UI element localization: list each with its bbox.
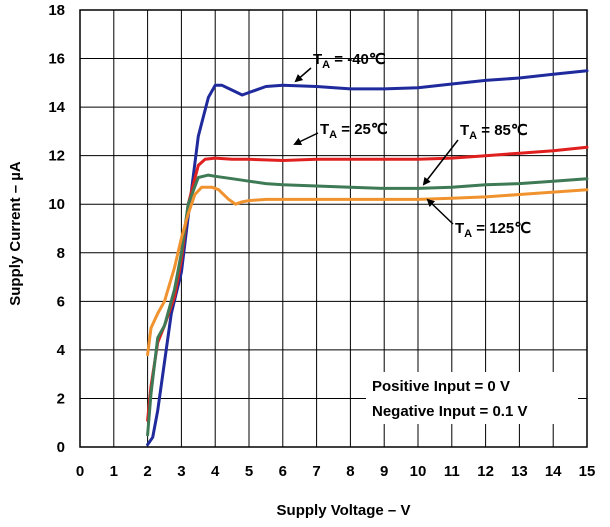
conditions-note: Positive Input = 0 V Negative Input = 0.… <box>366 372 578 424</box>
y-tick-label: 18 <box>48 2 65 19</box>
x-tick-label: 9 <box>380 463 388 480</box>
series-label-suffix: = 125℃ <box>472 220 531 237</box>
conditions-note-background <box>366 372 578 424</box>
x-tick-label: 2 <box>143 463 151 480</box>
series-label-suffix: = -40℃ <box>330 51 386 68</box>
series-label-3: TA = 125℃ <box>455 220 531 240</box>
series-label-suffix: = 85℃ <box>477 122 528 139</box>
x-tick-label: 12 <box>477 463 494 480</box>
series-label-subscript: A <box>464 228 472 240</box>
y-tick-label: 16 <box>48 51 65 68</box>
x-tick-label: 10 <box>410 463 427 480</box>
x-tick-label: 14 <box>545 463 562 480</box>
series-line-3 <box>146 185 589 357</box>
conditions-note-line-2: Negative Input = 0.1 V <box>372 403 527 420</box>
x-tick-label: 4 <box>211 463 220 480</box>
x-tick-label: 15 <box>579 463 596 480</box>
series-label-prefix: T <box>313 51 322 68</box>
y-tick-label: 6 <box>57 293 65 310</box>
y-tick-label: 8 <box>57 245 65 262</box>
series-label-prefix: T <box>320 121 329 138</box>
y-tick-label: 14 <box>48 99 65 116</box>
series-lines <box>146 69 589 447</box>
x-tick-label: 0 <box>76 463 84 480</box>
series-label-arrow <box>422 139 459 186</box>
series-label-prefix: T <box>455 220 464 237</box>
series-label-subscript: A <box>322 59 330 71</box>
y-tick-label: 12 <box>48 148 65 165</box>
plot-frame <box>79 9 588 448</box>
x-tick-label: 1 <box>110 463 118 480</box>
series-line-0 <box>146 69 589 447</box>
y-axis-title: Supply Current – µA <box>7 161 24 306</box>
x-tick-label: 7 <box>312 463 320 480</box>
series-label-2: TA = 85℃ <box>460 122 528 142</box>
y-tick-label: 4 <box>57 342 66 359</box>
series-line-2 <box>146 173 589 437</box>
series-label-subscript: A <box>329 129 337 141</box>
series-label-subscript: A <box>469 130 477 142</box>
x-axis-title: Supply Voltage – V <box>277 502 411 519</box>
series-label-1: TA = 25℃ <box>320 121 388 141</box>
conditions-note-line-1: Positive Input = 0 V <box>372 378 510 395</box>
series-label-arrow <box>426 198 454 225</box>
series-label-suffix: = 25℃ <box>337 121 388 138</box>
x-tick-label: 8 <box>346 463 354 480</box>
x-tick-label: 13 <box>511 463 528 480</box>
x-tick-label: 5 <box>245 463 253 480</box>
x-tick-label: 11 <box>444 463 460 480</box>
y-tick-label: 10 <box>48 196 65 213</box>
series-label-arrow <box>293 132 319 146</box>
y-tick-label: 2 <box>57 390 65 407</box>
series-labels: TA = -40℃TA = 25℃ TA = 85℃TA = 125℃ <box>293 51 531 240</box>
series-label-prefix: T <box>460 122 469 139</box>
series-label-0: TA = -40℃ <box>313 51 386 71</box>
x-tick-label: 6 <box>279 463 287 480</box>
x-tick-label: 3 <box>177 463 185 480</box>
series-label-arrow <box>294 67 312 83</box>
y-tick-label: 0 <box>57 439 65 456</box>
